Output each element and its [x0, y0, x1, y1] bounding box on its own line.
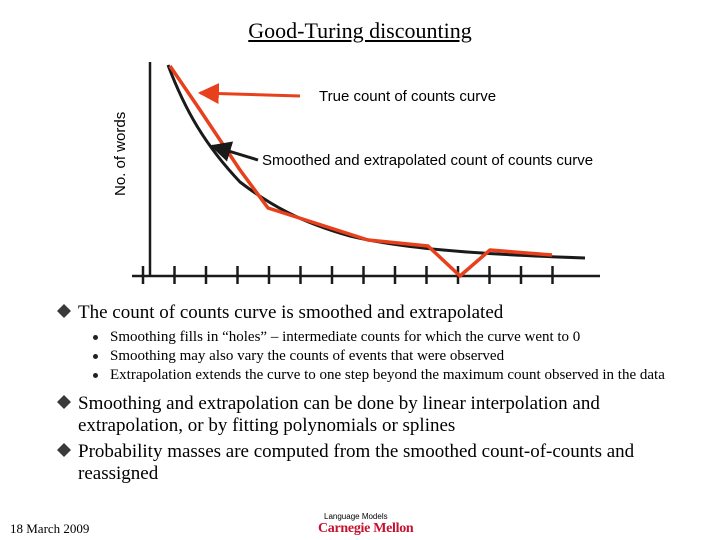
bullet-item: Probability masses are computed from the… — [56, 441, 696, 485]
y-axis-label: No. of words — [112, 112, 129, 196]
count-of-counts-figure: No. of words True count of counts curve … — [112, 62, 600, 284]
sub-bullet-item: Smoothing may also vary the counts of ev… — [56, 347, 696, 366]
diamond-bullet-icon — [57, 443, 71, 457]
sub-bullet-text: Extrapolation extends the curve to one s… — [110, 367, 665, 383]
footer-date: 18 March 2009 — [10, 521, 90, 536]
smoothed-curve-arrow — [209, 141, 259, 162]
bullet-text: The count of counts curve is smoothed an… — [78, 302, 504, 323]
bullet-item: Smoothing and extrapolation can be done … — [56, 393, 696, 437]
true-curve-arrow — [197, 83, 301, 105]
bullet-text: Probability masses are computed from the… — [78, 441, 635, 484]
x-axis-ticks — [141, 266, 554, 284]
sub-bullet-item: Smoothing fills in “holes” – intermediat… — [56, 328, 696, 347]
true-curve-label: True count of counts curve — [319, 88, 496, 105]
sub-bullet-item: Extrapolation extends the curve to one s… — [56, 366, 696, 385]
bullet-item: The count of counts curve is smoothed an… — [56, 302, 696, 324]
dot-bullet-icon — [93, 373, 98, 378]
footer-course-name: Language Models — [324, 512, 388, 521]
university-logo: Carnegie Mellon — [318, 521, 414, 536]
slide-title: Good-Turing discounting — [248, 18, 472, 43]
sub-bullet-text: Smoothing may also vary the counts of ev… — [110, 348, 505, 364]
smoothed-curve-label: Smoothed and extrapolated count of count… — [262, 152, 593, 169]
bullet-text: Smoothing and extrapolation can be done … — [78, 393, 600, 436]
dot-bullet-icon — [93, 335, 98, 340]
diamond-bullet-icon — [57, 304, 71, 318]
diamond-bullet-icon — [57, 395, 71, 409]
sub-bullet-text: Smoothing fills in “holes” – intermediat… — [110, 329, 581, 345]
bullet-list: The count of counts curve is smoothed an… — [56, 302, 696, 489]
dot-bullet-icon — [93, 354, 98, 359]
true-curve — [168, 65, 553, 278]
